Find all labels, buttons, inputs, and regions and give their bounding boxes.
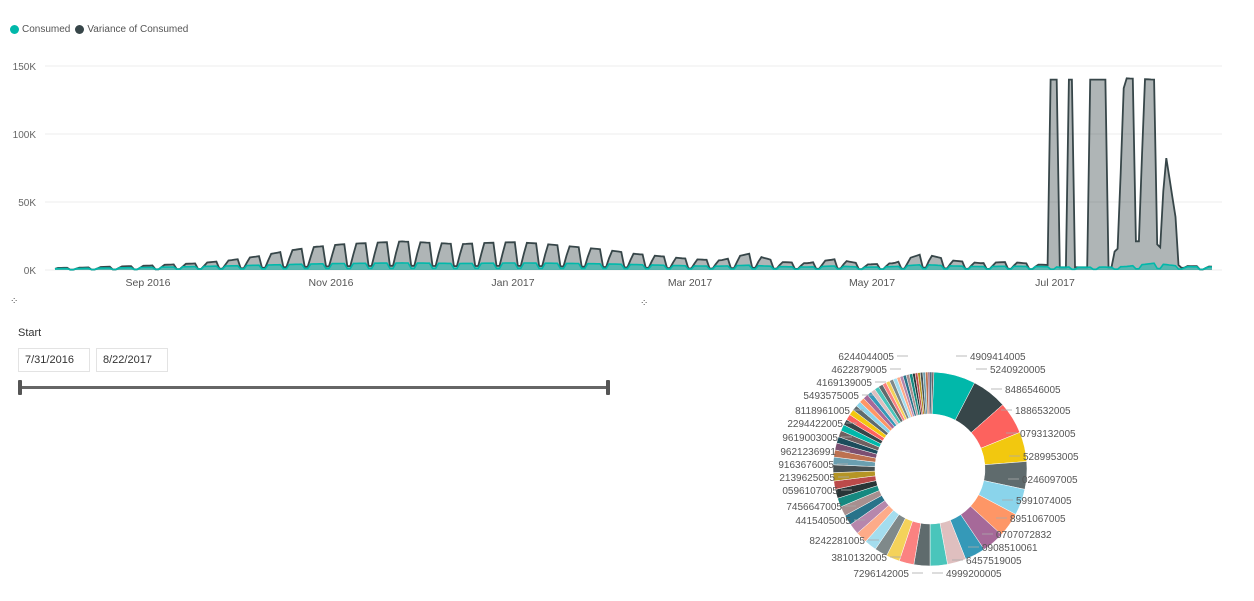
loading-spinner-icon: ⁘ (10, 296, 19, 307)
donut-label: 4622879005 (831, 365, 887, 376)
donut-label: 8118961005 (795, 406, 850, 417)
donut-label: 9163676005 (778, 460, 834, 471)
date-range-end-handle[interactable] (606, 380, 610, 395)
donut-label: 9621236991 (780, 447, 836, 458)
x-tick-label: Nov 2016 (309, 277, 354, 289)
donut-label: 3810132005 (831, 553, 887, 564)
y-tick-label: 150K (13, 62, 37, 73)
donut-label: 0707072832 (996, 530, 1052, 541)
y-tick-label: 0K (24, 266, 37, 277)
donut-label: 0246097005 (1022, 475, 1078, 486)
donut-label: 6457519005 (966, 556, 1022, 567)
donut-label: 8242281005 (809, 536, 865, 547)
donut-label: 4415405005 (795, 516, 851, 527)
end-date-input[interactable]: 8/22/2017 (96, 348, 168, 372)
x-tick-label: Jan 2017 (491, 277, 534, 289)
date-range-slider-track[interactable] (20, 386, 609, 389)
legend-item-consumed[interactable]: Consumed (10, 24, 70, 35)
donut-label: 4909414005 (970, 352, 1026, 363)
donut-label: 4999200005 (946, 569, 1002, 580)
series-area-variance[interactable] (55, 78, 1212, 270)
donut-label: 1886532005 (1015, 406, 1071, 417)
legend-label-consumed: Consumed (22, 24, 71, 35)
donut-label: 0793132005 (1020, 429, 1076, 440)
donut-label: 4169139005 (816, 378, 872, 389)
donut-slice[interactable] (930, 371, 935, 415)
donut-label: 5493575005 (803, 391, 859, 402)
y-tick-label: 100K (13, 130, 37, 141)
legend-dot-variance (75, 25, 85, 34)
slicer-title: Start (18, 327, 42, 339)
donut-label: 9619003005 (782, 433, 838, 444)
donut-label: 2139625005 (779, 473, 835, 484)
donut-label: 0596107005 (782, 486, 838, 497)
x-tick-label: Sep 2016 (126, 277, 171, 289)
donut-label: 0908510061 (982, 543, 1038, 554)
start-date-input[interactable]: 7/31/2016 (18, 348, 90, 372)
y-tick-label: 50K (18, 198, 36, 209)
donut-chart[interactable]: 4909414005 5240920005 8486546005 1886532005… (720, 345, 1140, 590)
legend-item-variance[interactable]: Variance of Consumed (75, 24, 188, 35)
donut-label: 5289953005 (1023, 452, 1079, 463)
legend-label-variance: Variance of Consumed (87, 24, 189, 35)
donut-label: 8486546005 (1005, 385, 1061, 396)
series-line-variance[interactable] (54, 77, 1213, 271)
donut-label: 5240920005 (990, 365, 1046, 376)
x-tick-label: Jul 2017 (1035, 277, 1075, 289)
donut-label: 2294422005 (787, 419, 843, 430)
donut-label: 7456647005 (786, 502, 842, 513)
x-tick-label: Mar 2017 (668, 277, 713, 289)
area-chart[interactable]: 150K 100K 50K 0K Sep 2016 Nov 2016 Jan 2017 Mar… (0, 50, 1230, 295)
chart-legend: Consumed Variance of Consumed (10, 24, 193, 35)
donut-label: 7296142005 (853, 569, 909, 580)
series-line-consumed[interactable] (54, 262, 1212, 271)
legend-dot-consumed (10, 25, 19, 34)
date-range-start-handle[interactable] (18, 380, 22, 395)
loading-spinner-icon: ⁘ (640, 298, 649, 309)
x-tick-label: May 2017 (849, 277, 895, 289)
donut-label: 6244044005 (838, 352, 894, 363)
donut-label: 5991074005 (1016, 496, 1072, 507)
donut-label: 8951067005 (1010, 514, 1066, 525)
